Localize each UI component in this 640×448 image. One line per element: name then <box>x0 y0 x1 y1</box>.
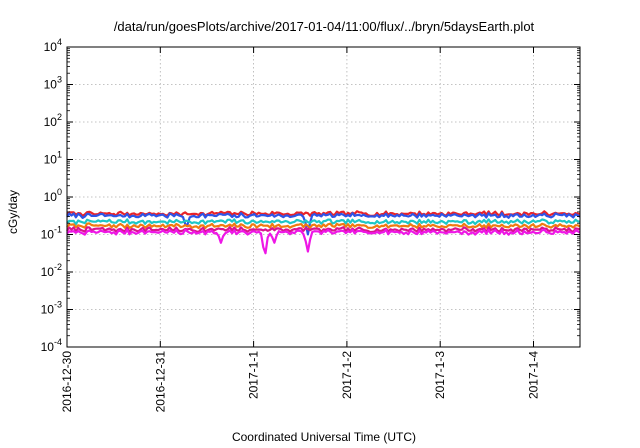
x-tick-label: 2016-12-31 <box>153 351 167 413</box>
y-tick-label: 10-4 <box>41 337 62 354</box>
y-tick-label: 104 <box>44 37 62 54</box>
y-tick-label: 10-3 <box>41 300 62 317</box>
x-tick-label: 2017-1-1 <box>247 351 261 399</box>
y-tick-label: 10-1 <box>41 225 62 242</box>
x-axis-label: Coordinated Universal Time (UTC) <box>232 430 416 444</box>
x-tick-label: 2017-1-3 <box>433 351 447 399</box>
x-ticks: 2016-12-30 2016-12-31 2017-1-1 2017-1-2 2017… <box>60 47 541 412</box>
y-tick-label: 102 <box>44 112 62 129</box>
y-ticks: 10-4 10-3 10-2 10-1 100 101 102 103 104 <box>41 37 580 354</box>
series-line <box>66 228 581 255</box>
series-line <box>66 218 581 226</box>
y-tick-label: 10-2 <box>41 262 62 279</box>
x-tick-label: 2016-12-30 <box>60 351 74 413</box>
series-line <box>66 222 581 230</box>
x-tick-label: 2017-1-4 <box>527 351 541 399</box>
y-tick-label: 101 <box>44 150 62 167</box>
x-tick-label: 2017-1-2 <box>340 351 354 399</box>
series-line <box>66 212 581 236</box>
grid <box>67 47 580 347</box>
y-tick-label: 103 <box>44 75 62 92</box>
series-group <box>66 210 581 255</box>
y-tick-label: 100 <box>44 187 62 204</box>
series-line <box>66 226 581 234</box>
chart-title: /data/run/goesPlots/archive/2017-01-04/1… <box>114 19 535 34</box>
y-axis-label: cGy/day <box>6 190 20 234</box>
